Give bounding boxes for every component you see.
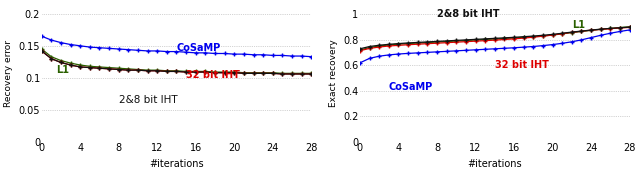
Text: 2&8 bit IHT: 2&8 bit IHT [437,10,499,20]
Y-axis label: Exact recovery: Exact recovery [328,39,338,107]
Text: 32 bit IHT: 32 bit IHT [186,70,240,80]
Text: L1: L1 [56,65,69,75]
Text: L1: L1 [572,20,585,30]
X-axis label: #iterations: #iterations [149,159,204,169]
X-axis label: #iterations: #iterations [467,159,522,169]
Text: 32 bit IHT: 32 bit IHT [495,61,548,70]
Text: CoSaMP: CoSaMP [389,82,433,92]
Text: CoSaMP: CoSaMP [177,43,221,53]
Y-axis label: Recovery error: Recovery error [4,39,13,107]
Text: 2&8 bit IHT: 2&8 bit IHT [118,95,177,105]
